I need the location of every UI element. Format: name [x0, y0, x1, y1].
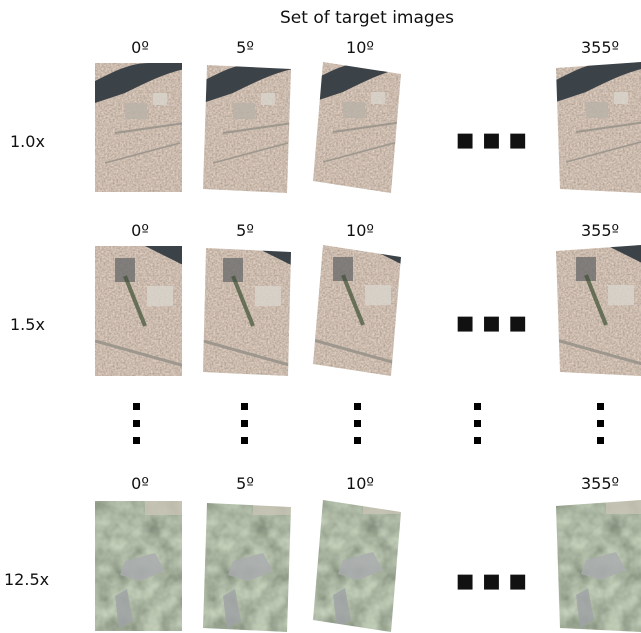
vertical-ellipsis [354, 403, 362, 454]
angle-label-355: 355º [580, 221, 620, 240]
vertical-ellipsis [474, 403, 482, 454]
angle-label-355: 355º [580, 474, 620, 493]
scale-label: 1.5x [10, 315, 45, 334]
aerial-image-tile [95, 246, 182, 376]
angle-label-0: 0º [131, 38, 149, 57]
vertical-ellipsis [241, 403, 249, 454]
aerial-image-tile [556, 62, 641, 193]
aerial-image-tile [203, 246, 291, 376]
angle-label-5: 5º [236, 221, 254, 240]
horizontal-ellipsis: ▪▪▪ [455, 122, 534, 157]
figure-title: Set of target images [280, 8, 455, 28]
angle-label-355: 355º [580, 38, 620, 57]
aerial-image-tile [556, 245, 641, 376]
angle-label-10: 10º [346, 221, 374, 240]
scale-label: 12.5x [4, 570, 50, 589]
aerial-image-tile [95, 501, 182, 631]
vertical-ellipsis [597, 403, 605, 454]
aerial-image-tile [313, 245, 401, 376]
angle-label-5: 5º [236, 38, 254, 57]
scale-label: 1.0x [10, 132, 45, 151]
angle-label-5: 5º [236, 474, 254, 493]
aerial-image-tile [313, 500, 401, 632]
angle-label-10: 10º [346, 474, 374, 493]
vertical-ellipsis [133, 403, 141, 454]
aerial-image-tile [203, 63, 291, 193]
angle-label-0: 0º [131, 221, 149, 240]
aerial-image-tile [203, 501, 291, 632]
horizontal-ellipsis: ▪▪▪ [455, 563, 534, 598]
aerial-image-tile [95, 63, 182, 192]
horizontal-ellipsis: ▪▪▪ [455, 305, 534, 340]
angle-label-10: 10º [346, 38, 374, 57]
angle-label-0: 0º [131, 474, 149, 493]
aerial-image-tile [556, 500, 641, 632]
aerial-image-tile [313, 62, 401, 193]
